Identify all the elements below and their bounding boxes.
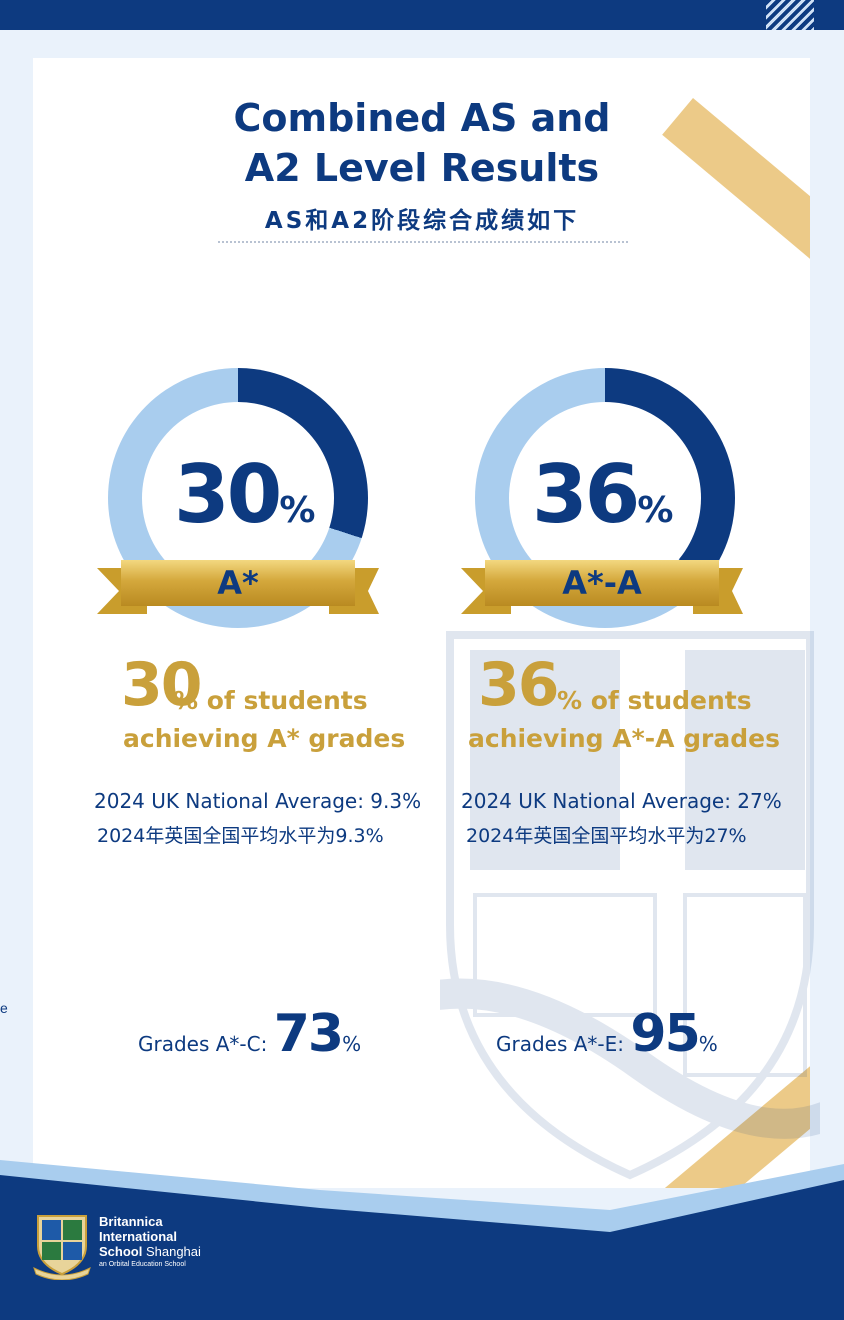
page-title-line-2: A2 Level Results bbox=[244, 146, 600, 190]
banner-a-star: A* bbox=[97, 560, 379, 614]
edge-text-fragment: e bbox=[0, 1000, 8, 1016]
grade-summary-a-star-c: Grades A*-C: 73% bbox=[138, 1004, 362, 1064]
top-bar bbox=[0, 0, 844, 30]
school-name-line-2: International bbox=[99, 1229, 178, 1244]
school-tagline: an Orbital Education School bbox=[99, 1261, 186, 1268]
top-bar-stripes bbox=[766, 0, 814, 30]
school-crest-logo-icon bbox=[33, 1215, 91, 1280]
banner-a-star-a: A*-A bbox=[461, 560, 743, 614]
gold-number-a-star: 30 bbox=[121, 650, 202, 720]
page-subtitle-chinese: AS和A2阶段综合成绩如下 bbox=[264, 208, 580, 234]
gold-number-a-star-a: 36 bbox=[478, 650, 559, 720]
crest-watermark-icon bbox=[440, 631, 820, 1180]
page-title-line-1: Combined AS and bbox=[233, 96, 611, 140]
national-average-en-a-star-a: 2024 UK National Average: 27% bbox=[461, 789, 782, 813]
gold-text-a-star-a-1: % of students bbox=[557, 686, 752, 715]
school-name-line-1: Britannica bbox=[99, 1214, 163, 1229]
gold-text-a-star-1: % of students bbox=[173, 686, 368, 715]
dotted-divider bbox=[218, 241, 628, 243]
banner-label: A* bbox=[121, 560, 355, 606]
school-name-line-3: School Shanghai bbox=[99, 1244, 201, 1259]
ring-value-a-star-a: 36% bbox=[532, 448, 674, 541]
banner-label: A*-A bbox=[485, 560, 719, 606]
ring-value-a-star: 30% bbox=[174, 448, 316, 541]
national-average-cn-a-star: 2024年英国全国平均水平为9.3% bbox=[97, 825, 384, 847]
gold-text-a-star-2: achieving A* grades bbox=[123, 724, 406, 753]
gold-text-a-star-a-2: achieving A*-A grades bbox=[468, 724, 780, 753]
content-card bbox=[33, 58, 810, 1188]
national-average-cn-a-star-a: 2024年英国全国平均水平为27% bbox=[466, 825, 747, 847]
grade-summary-a-star-e: Grades A*-E: 95% bbox=[496, 1004, 718, 1064]
national-average-en-a-star: 2024 UK National Average: 9.3% bbox=[94, 789, 422, 813]
